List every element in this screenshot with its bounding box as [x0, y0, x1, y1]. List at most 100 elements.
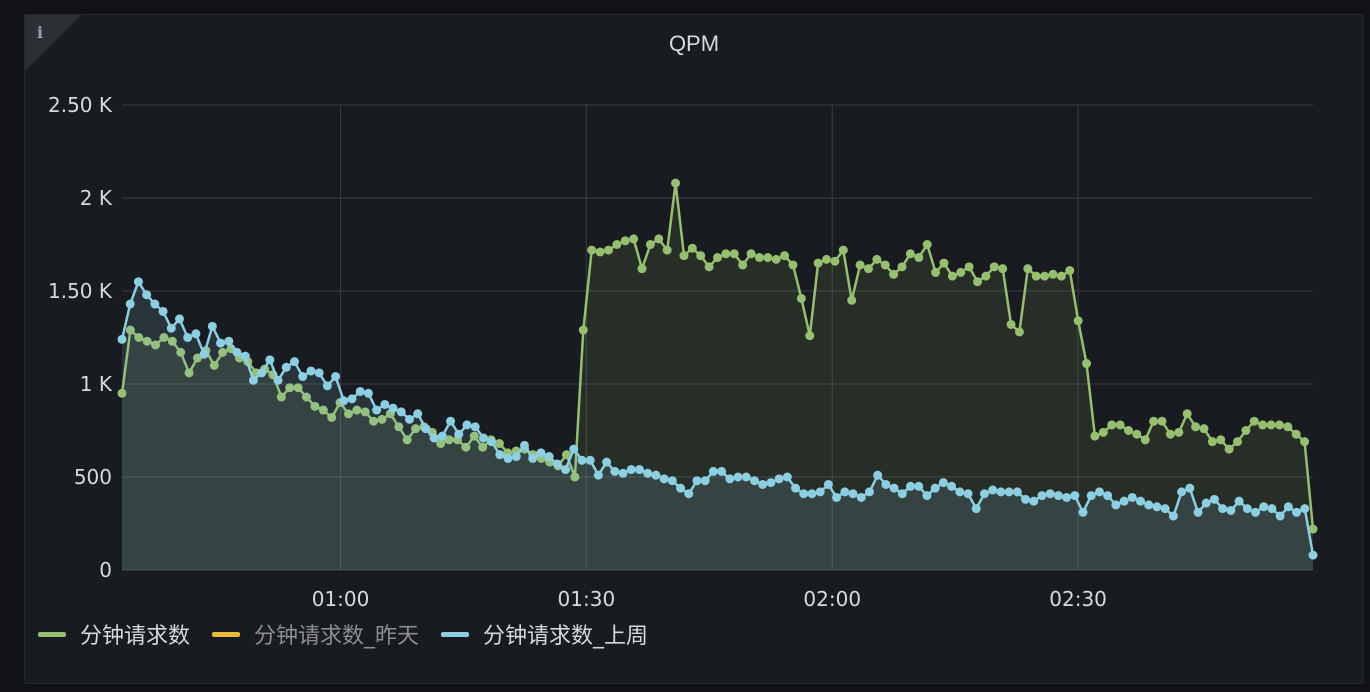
data-point[interactable]: [864, 487, 874, 497]
data-point[interactable]: [763, 253, 773, 263]
data-point[interactable]: [684, 489, 694, 499]
data-point[interactable]: [651, 470, 661, 480]
data-point[interactable]: [963, 489, 973, 499]
legend-item[interactable]: 分钟请求数: [38, 618, 190, 650]
data-point[interactable]: [815, 487, 825, 497]
data-point[interactable]: [511, 452, 521, 462]
data-point[interactable]: [569, 444, 579, 454]
data-point[interactable]: [142, 290, 152, 300]
data-point[interactable]: [1258, 420, 1268, 430]
data-point[interactable]: [713, 253, 722, 263]
data-point[interactable]: [1300, 437, 1310, 447]
data-point[interactable]: [1267, 504, 1277, 514]
data-point[interactable]: [645, 240, 655, 249]
data-point[interactable]: [331, 372, 341, 382]
data-point[interactable]: [813, 258, 823, 268]
data-point[interactable]: [462, 420, 472, 430]
data-point[interactable]: [495, 450, 505, 460]
data-point[interactable]: [436, 439, 446, 449]
data-point[interactable]: [159, 333, 169, 342]
data-point[interactable]: [659, 474, 669, 484]
data-point[interactable]: [676, 483, 686, 493]
data-point[interactable]: [1078, 507, 1088, 517]
data-point[interactable]: [1090, 431, 1100, 441]
data-point[interactable]: [174, 314, 184, 324]
data-point[interactable]: [634, 465, 644, 475]
data-point[interactable]: [544, 452, 554, 462]
data-point[interactable]: [1308, 550, 1318, 560]
data-point[interactable]: [578, 325, 588, 335]
data-point[interactable]: [1165, 429, 1175, 439]
data-point[interactable]: [388, 403, 398, 413]
data-point[interactable]: [603, 245, 613, 255]
data-point[interactable]: [1144, 500, 1154, 510]
data-point[interactable]: [1191, 422, 1201, 432]
data-point[interactable]: [117, 334, 127, 344]
data-point[interactable]: [446, 416, 456, 426]
data-point[interactable]: [905, 249, 915, 259]
data-point[interactable]: [1006, 319, 1016, 329]
data-point[interactable]: [780, 251, 790, 261]
data-point[interactable]: [1291, 429, 1301, 439]
data-point[interactable]: [413, 409, 423, 419]
panel-info-corner[interactable]: [25, 15, 81, 71]
data-point[interactable]: [1132, 429, 1142, 439]
data-point[interactable]: [626, 465, 636, 475]
data-point[interactable]: [470, 422, 480, 432]
data-point[interactable]: [150, 299, 160, 309]
data-point[interactable]: [758, 479, 768, 489]
data-point[interactable]: [1234, 496, 1244, 506]
data-point[interactable]: [437, 431, 447, 441]
data-point[interactable]: [873, 470, 883, 480]
data-point[interactable]: [396, 407, 406, 417]
data-point[interactable]: [191, 329, 201, 339]
data-point[interactable]: [947, 271, 957, 281]
data-point[interactable]: [306, 366, 316, 376]
data-point[interactable]: [643, 468, 653, 478]
data-point[interactable]: [322, 381, 332, 391]
data-point[interactable]: [293, 383, 303, 393]
data-point[interactable]: [938, 478, 948, 488]
data-point[interactable]: [1115, 420, 1125, 430]
data-point[interactable]: [302, 392, 312, 402]
data-point[interactable]: [310, 401, 320, 411]
info-icon[interactable]: i: [37, 23, 44, 42]
data-point[interactable]: [979, 489, 989, 499]
data-point[interactable]: [360, 407, 370, 417]
data-point[interactable]: [1149, 416, 1159, 426]
data-point[interactable]: [1218, 504, 1228, 514]
data-point[interactable]: [708, 466, 718, 476]
data-point[interactable]: [184, 368, 194, 378]
data-point[interactable]: [799, 489, 809, 499]
data-point[interactable]: [897, 262, 907, 272]
data-point[interactable]: [749, 476, 759, 486]
data-point[interactable]: [1216, 435, 1226, 445]
data-point[interactable]: [805, 331, 815, 341]
data-point[interactable]: [562, 450, 572, 460]
data-point[interactable]: [914, 253, 924, 263]
data-point[interactable]: [788, 260, 798, 270]
data-point[interactable]: [577, 455, 587, 465]
data-point[interactable]: [298, 372, 308, 382]
data-point[interactable]: [176, 347, 186, 357]
data-point[interactable]: [257, 368, 267, 378]
data-point[interactable]: [265, 355, 275, 365]
data-point[interactable]: [1119, 496, 1129, 506]
data-point[interactable]: [1185, 483, 1195, 493]
data-point[interactable]: [612, 240, 622, 249]
data-point[interactable]: [1023, 264, 1033, 274]
data-point[interactable]: [117, 388, 127, 398]
data-point[interactable]: [125, 299, 135, 309]
data-point[interactable]: [478, 433, 488, 443]
data-point[interactable]: [192, 353, 202, 363]
data-point[interactable]: [1040, 271, 1050, 281]
data-point[interactable]: [281, 362, 291, 372]
data-point[interactable]: [1082, 359, 1092, 369]
data-point[interactable]: [733, 472, 743, 482]
data-point[interactable]: [209, 360, 219, 370]
data-point[interactable]: [696, 251, 706, 261]
data-point[interactable]: [1045, 489, 1055, 499]
data-point[interactable]: [1056, 271, 1066, 281]
data-point[interactable]: [519, 440, 529, 450]
data-point[interactable]: [377, 414, 387, 424]
